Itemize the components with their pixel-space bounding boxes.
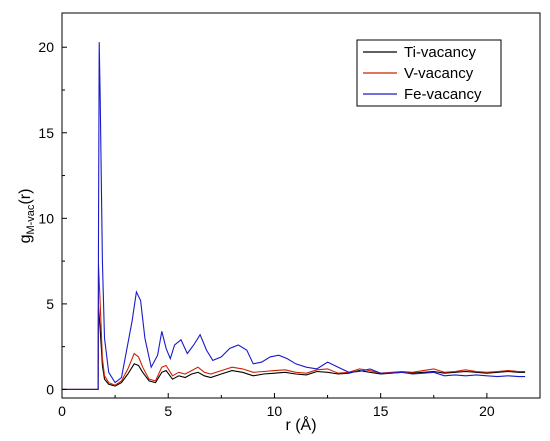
legend-label-ti-vacancy: Ti-vacancy xyxy=(404,44,476,61)
legend: Ti-vacancy V-vacancy Fe-vacancy xyxy=(356,39,502,107)
x-axis: 0 5 10 15 20 xyxy=(58,393,495,419)
series-line-ti-vacancy xyxy=(62,307,526,390)
x-tick-label: 0 xyxy=(58,403,66,419)
plot-area xyxy=(62,42,526,390)
y-tick-label: 5 xyxy=(46,296,54,312)
series-line-v-vacancy xyxy=(62,264,526,390)
x-tick-label: 5 xyxy=(164,403,172,419)
y-axis: 0 5 10 15 20 xyxy=(38,39,67,397)
y-axis-title-sub: M-vac xyxy=(25,204,37,234)
legend-label-fe-vacancy: Fe-vacancy xyxy=(404,86,482,103)
y-axis-title-main: g xyxy=(17,235,34,244)
y-axis-title: gM-vac(r) xyxy=(17,189,37,244)
legend-label-v-vacancy: V-vacancy xyxy=(404,65,474,82)
x-tick-label: 15 xyxy=(373,403,389,419)
y-axis-title-arg: (r) xyxy=(17,189,34,205)
series-line-fe-vacancy xyxy=(62,42,526,390)
x-tick-label: 10 xyxy=(267,403,283,419)
y-tick-label: 15 xyxy=(38,125,54,141)
x-tick-label: 20 xyxy=(479,403,495,419)
plot-frame xyxy=(61,12,541,399)
y-tick-label: 0 xyxy=(46,381,54,397)
y-tick-label: 20 xyxy=(38,39,54,55)
x-axis-title: r (Å) xyxy=(285,415,316,434)
y-tick-label: 10 xyxy=(38,210,54,226)
